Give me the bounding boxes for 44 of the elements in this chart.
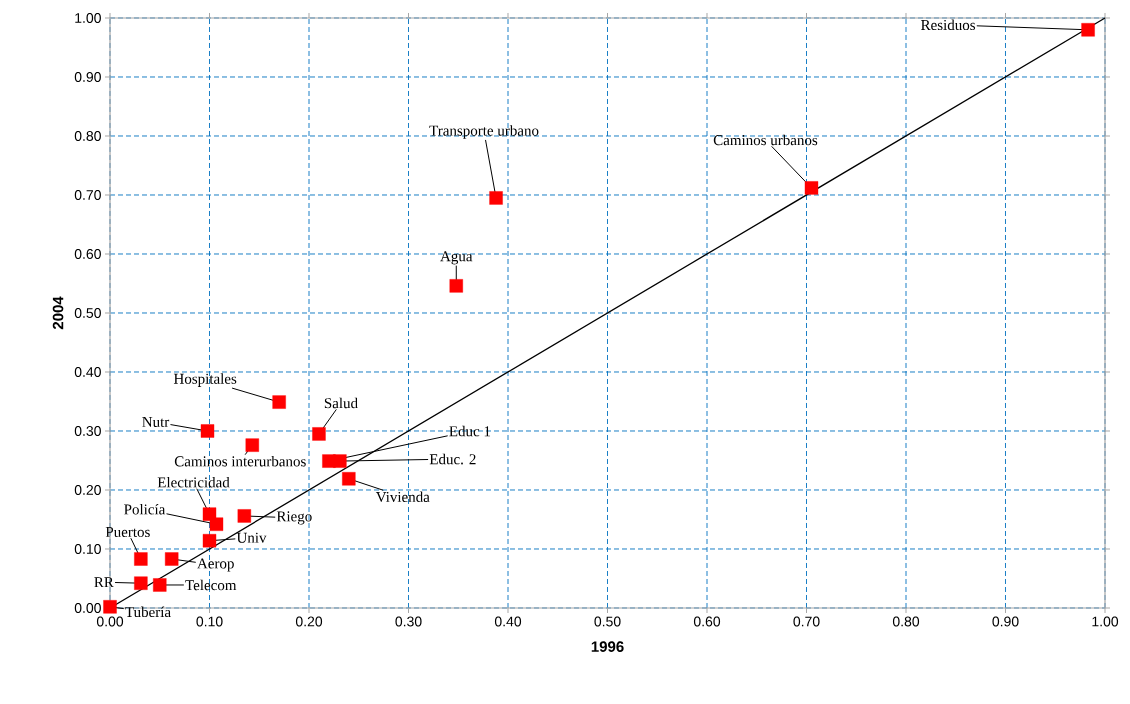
y-tick-label: 0.50 [74,308,101,318]
annotation: Caminos urbanos [713,134,818,146]
annotation: Telecom [185,579,237,591]
annotation: Educ 1 [449,425,491,437]
annotation: Transporte urbano [429,125,539,139]
y-tick-label: 0.00 [74,603,101,613]
annotation: Residuos [921,19,976,31]
y-tick-label: 0.90 [74,72,101,82]
annotation: Salud [324,397,358,409]
y-tick-label: 0.30 [74,426,101,436]
y-tick-label: 1.00 [75,13,101,23]
y-tick-label: 0.20 [74,485,101,495]
x-tick-label: 0.50 [594,616,621,627]
y-tick-label: 0.70 [74,190,101,200]
annotation: Policía [124,503,166,515]
x-tick-label: 0.80 [892,616,920,627]
annotation: Educ. 2 [429,453,476,465]
annotation: Agua [440,251,473,265]
x-tick-label: 0.70 [793,616,820,627]
annotation: Puertos [105,527,150,537]
y-axis-title: 2004 [52,296,64,330]
annotation: Hospitales [173,373,237,387]
y-tick-label: 0.60 [74,249,101,259]
annotation: Aerop [197,558,234,572]
annotation: Tubería [125,606,171,618]
x-tick-label: 0.20 [295,616,323,627]
y-tick-label: 0.80 [74,131,101,141]
annotation: Vivienda [375,491,430,503]
annotation: Nutr [142,417,170,427]
annotation: Caminos interurbanos [174,455,306,467]
x-tick-label: 1.00 [1092,616,1119,627]
x-tick-label: 0.30 [395,616,422,627]
x-tick-label: 0.90 [992,616,1019,627]
annotation: Riego [276,511,312,525]
x-tick-label: 0.00 [96,616,124,627]
annotation: Electricidad [157,476,230,488]
x-tick-label: 0.60 [693,616,721,627]
x-axis-title: 1996 [591,641,624,652]
x-tick-label: 0.10 [196,616,223,627]
annotation: RR [94,577,114,588]
y-tick-label: 0.10 [74,544,101,554]
annotation: Univ [236,532,267,543]
x-tick-label: 0.40 [494,616,522,627]
y-tick-label: 0.40 [74,367,101,377]
